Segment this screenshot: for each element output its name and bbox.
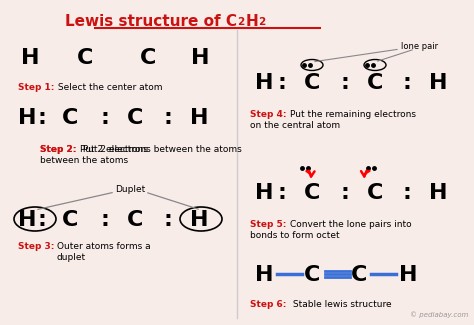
- Text: H: H: [190, 210, 209, 230]
- Text: H: H: [255, 265, 273, 285]
- Text: C: C: [62, 210, 78, 230]
- Text: duplet: duplet: [57, 253, 86, 262]
- Text: Convert the lone pairs into: Convert the lone pairs into: [290, 220, 411, 229]
- Text: Lewis structure of C: Lewis structure of C: [65, 14, 237, 29]
- Text: C: C: [77, 48, 93, 68]
- Text: C: C: [62, 108, 78, 128]
- Text: H: H: [21, 48, 39, 68]
- Text: Duplet: Duplet: [115, 185, 145, 194]
- Text: Stable lewis structure: Stable lewis structure: [290, 300, 392, 309]
- Text: H: H: [255, 183, 273, 203]
- Text: C: C: [127, 108, 143, 128]
- Text: :: :: [100, 210, 109, 230]
- Text: Select the center atom: Select the center atom: [55, 83, 163, 92]
- Text: C: C: [351, 265, 367, 285]
- Text: :: :: [340, 183, 349, 203]
- Text: C: C: [127, 210, 143, 230]
- Text: :: :: [402, 183, 411, 203]
- Text: H: H: [18, 210, 36, 230]
- Text: :: :: [100, 108, 109, 128]
- Text: Put 2 electrons between the atoms: Put 2 electrons between the atoms: [80, 145, 242, 154]
- Text: H: H: [399, 265, 418, 285]
- Text: Step 4:: Step 4:: [250, 110, 286, 119]
- Text: H: H: [191, 48, 209, 68]
- Text: C: C: [304, 73, 320, 93]
- Text: C: C: [140, 48, 156, 68]
- Text: © pediabay.com: © pediabay.com: [410, 311, 468, 318]
- Text: H: H: [190, 108, 209, 128]
- Text: C: C: [367, 183, 383, 203]
- Text: Step 5:: Step 5:: [250, 220, 286, 229]
- Text: H: H: [429, 183, 447, 203]
- Text: Step 3:: Step 3:: [18, 242, 55, 251]
- Text: C: C: [367, 73, 383, 93]
- Text: C: C: [304, 265, 320, 285]
- Text: :: :: [402, 73, 411, 93]
- Text: Put the remaining electrons: Put the remaining electrons: [290, 110, 416, 119]
- Text: Step 2:: Step 2:: [40, 145, 76, 154]
- Text: H: H: [246, 14, 259, 29]
- Text: 2: 2: [258, 17, 265, 27]
- Text: between the atoms: between the atoms: [40, 156, 128, 165]
- Text: Step 1:: Step 1:: [18, 83, 55, 92]
- Text: H: H: [429, 73, 447, 93]
- Text: Step 6:: Step 6:: [250, 300, 286, 309]
- Text: bonds to form octet: bonds to form octet: [250, 231, 340, 240]
- Text: :: :: [340, 73, 349, 93]
- Text: C: C: [304, 183, 320, 203]
- Text: :: :: [37, 210, 46, 230]
- Text: :: :: [164, 108, 173, 128]
- Text: on the central atom: on the central atom: [250, 121, 340, 130]
- Text: :: :: [37, 108, 46, 128]
- Text: :: :: [278, 73, 286, 93]
- Text: :: :: [278, 183, 286, 203]
- Text: Step 2:: Step 2:: [40, 145, 76, 154]
- Text: :: :: [164, 210, 173, 230]
- Text: Put 2 electrons: Put 2 electrons: [80, 145, 148, 154]
- Text: 2: 2: [237, 17, 244, 27]
- Text: H: H: [255, 73, 273, 93]
- Text: H: H: [18, 108, 36, 128]
- Text: lone pair: lone pair: [401, 42, 438, 51]
- Text: Outer atoms forms a: Outer atoms forms a: [57, 242, 151, 251]
